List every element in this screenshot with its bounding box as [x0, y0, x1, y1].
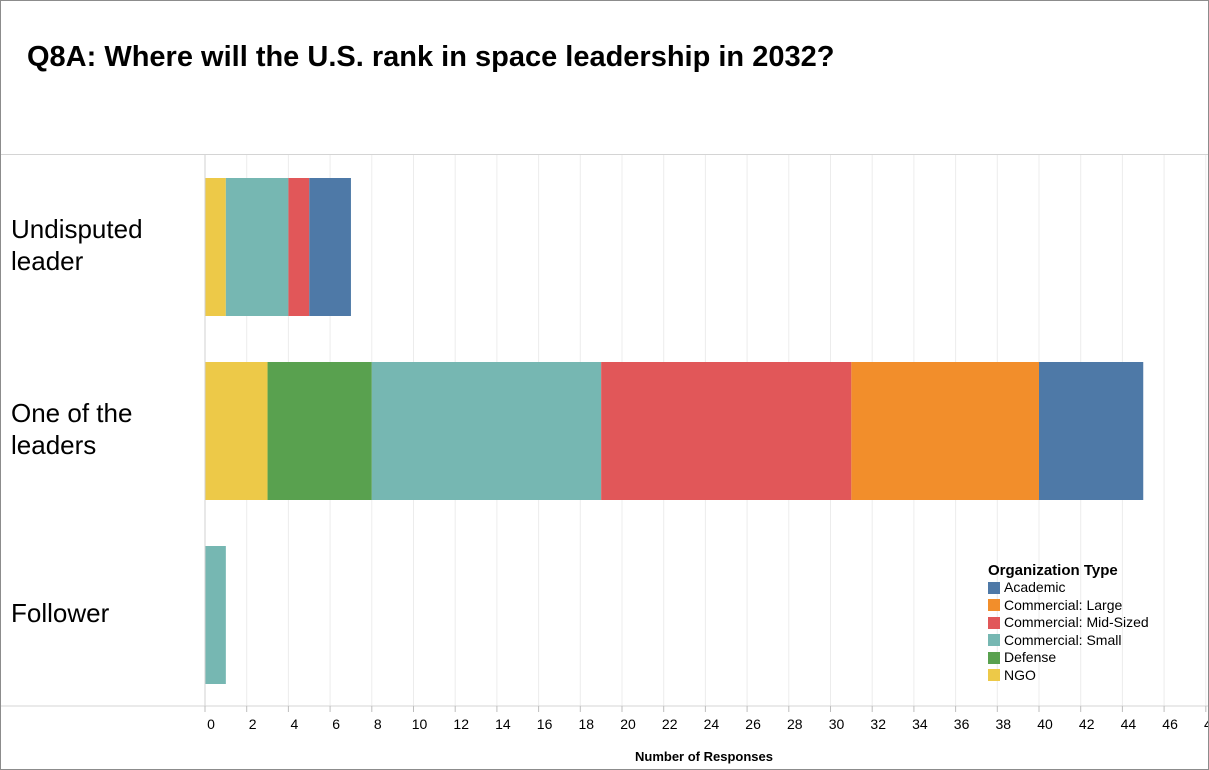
category-label-line: Undisputed [11, 214, 143, 244]
legend-label: NGO [1004, 666, 1036, 683]
legend-item: Academic [988, 579, 1149, 597]
x-tick-label: 38 [996, 716, 1012, 732]
chart-title: Q8A: Where will the U.S. rank in space l… [27, 41, 835, 73]
legend-swatch [988, 616, 1000, 629]
category-label: Follower [11, 597, 191, 629]
x-tick-label: 8 [374, 716, 382, 732]
bar-segment [205, 546, 226, 684]
x-tick-label: 0 [207, 716, 215, 732]
x-tick-label: 18 [579, 716, 595, 732]
x-tick-label: 12 [453, 716, 469, 732]
category-label-line: Follower [11, 598, 110, 628]
x-tick-label: 24 [704, 716, 720, 732]
legend-item: Commercial: Large [988, 597, 1149, 615]
x-tick-label: 46 [1162, 716, 1178, 732]
legend-item: Commercial: Small [988, 632, 1149, 650]
legend-label: Commercial: Small [1004, 631, 1122, 648]
legend-label: Commercial: Large [1004, 596, 1123, 613]
x-tick-label: 4 [291, 716, 299, 732]
bar-segment [205, 178, 226, 316]
bars [205, 178, 1144, 684]
legend-label: Academic [1004, 579, 1066, 596]
legend-swatch [988, 669, 1000, 682]
x-tick-label: 34 [912, 716, 928, 732]
x-tick-label: 30 [829, 716, 845, 732]
bar-segment [851, 362, 1039, 500]
legend-item: Defense [988, 649, 1149, 667]
legend-item: NGO [988, 667, 1149, 685]
legend-swatch [988, 599, 1000, 612]
bar-segment [371, 362, 602, 500]
legend-swatch [988, 634, 1000, 647]
x-tick-label: 20 [620, 716, 636, 732]
legend-label: Defense [1004, 649, 1057, 666]
bar-segment [288, 178, 310, 316]
bar-segment [267, 362, 372, 500]
title-separator [1, 154, 1208, 155]
x-tick-label: 14 [495, 716, 511, 732]
x-tick-label: 44 [1121, 716, 1137, 732]
x-tick-label: 40 [1037, 716, 1053, 732]
legend-swatch [988, 651, 1000, 664]
x-axis-label: Number of Responses [635, 749, 773, 764]
legend-title: Organization Type [988, 562, 1118, 579]
category-label-line: One of the [11, 398, 133, 428]
x-tick-label: 28 [787, 716, 803, 732]
x-tick-label: 26 [745, 716, 761, 732]
legend-swatch [988, 581, 1000, 594]
x-tick-label: 6 [332, 716, 340, 732]
category-label-line: leader [11, 246, 84, 276]
category-label: Undisputed leader [11, 213, 191, 277]
legend-label: Commercial: Mid-Sized [1004, 614, 1149, 631]
x-tick-label: 48 [1204, 716, 1208, 732]
x-tick-label: 2 [249, 716, 257, 732]
bar-segment [225, 178, 289, 316]
x-axis: 0 2 4 6 8 10 12 14 16 18 20 22 24 26 28 30 32 34 36 38 40 42 4… [1, 155, 1208, 732]
category-label: One of the leaders [11, 397, 191, 461]
legend: Organization Type Academic Commercial: La… [988, 562, 1149, 684]
legend-item: Commercial: Mid-Sized [988, 614, 1149, 632]
x-tick-label: 36 [954, 716, 970, 732]
x-tick-label: 42 [1079, 716, 1095, 732]
bar-segment [1039, 362, 1144, 500]
bar-segment [205, 362, 268, 500]
x-tick-label: 22 [662, 716, 678, 732]
x-tick-label: 32 [870, 716, 886, 732]
category-label-line: leaders [11, 430, 97, 460]
x-tick-label: 10 [412, 716, 428, 732]
bar-segment [309, 178, 351, 316]
x-tick-label: 16 [537, 716, 553, 732]
bar-segment [601, 362, 852, 500]
